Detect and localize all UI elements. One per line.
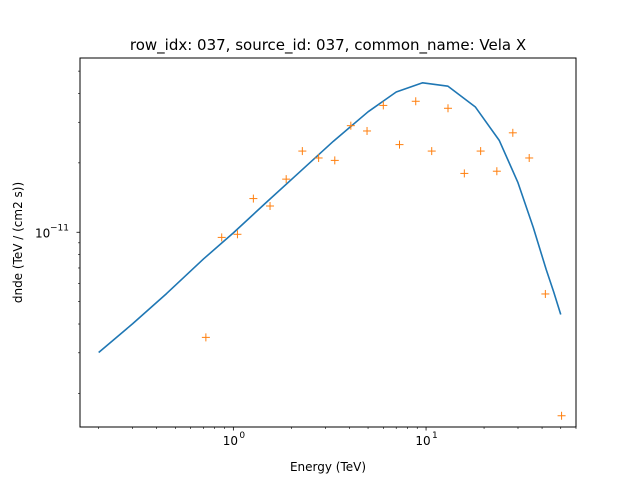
data-point-marker bbox=[379, 101, 388, 110]
data-point-marker bbox=[330, 156, 339, 165]
series-layer bbox=[98, 81, 566, 420]
model-curve bbox=[98, 81, 562, 354]
data-point-marker bbox=[249, 194, 258, 203]
x-tick-label: 10 bbox=[415, 434, 430, 448]
x-axis-ticks: 10 0 10 1 bbox=[98, 427, 577, 448]
y-axis-ticks: 10 −11 bbox=[35, 70, 80, 394]
data-point-marker bbox=[298, 147, 307, 156]
data-point-marker bbox=[411, 97, 420, 106]
x-tick-label: 10 bbox=[223, 434, 238, 448]
x-tick-exponent: 0 bbox=[239, 431, 245, 441]
y-tick-exponent: −11 bbox=[50, 223, 69, 233]
data-point-marker bbox=[346, 121, 355, 130]
plot-frame bbox=[79, 57, 577, 428]
data-point-marker bbox=[217, 233, 226, 242]
y-axis-label: dnde (TeV / (cm2 s)) bbox=[11, 182, 25, 303]
data-point-marker bbox=[557, 411, 566, 420]
data-point-marker bbox=[266, 201, 275, 210]
data-point-marker bbox=[427, 147, 436, 156]
chart-title: row_idx: 037, source_id: 037, common_nam… bbox=[130, 36, 526, 55]
data-point-marker bbox=[476, 147, 485, 156]
data-point-marker bbox=[201, 333, 210, 342]
data-point-marker bbox=[508, 128, 517, 137]
data-point-marker bbox=[233, 230, 242, 239]
data-point-marker bbox=[395, 140, 404, 149]
data-point-marker bbox=[492, 167, 501, 176]
x-axis-label: Energy (TeV) bbox=[290, 460, 366, 474]
data-point-marker bbox=[460, 169, 469, 178]
data-point-marker bbox=[525, 153, 534, 162]
data-point-marker bbox=[282, 175, 291, 184]
data-point-marker bbox=[444, 104, 453, 113]
data-point-marker bbox=[314, 153, 323, 162]
y-tick-label: 10 bbox=[35, 226, 50, 240]
data-point-marker bbox=[541, 289, 550, 298]
x-tick-exponent: 1 bbox=[432, 431, 438, 441]
data-point-marker bbox=[363, 126, 372, 135]
